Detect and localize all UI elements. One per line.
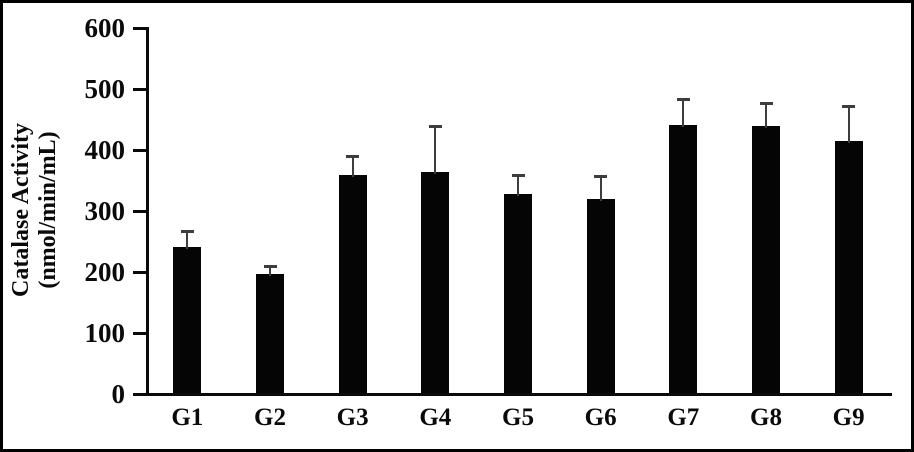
error-bar-stem-G7 (682, 98, 685, 127)
bar-G6 (586, 199, 615, 393)
y-tick-label-100: 100 (84, 318, 126, 348)
y-tick-mark-600 (133, 27, 146, 30)
x-category-label-G9: G9 (832, 404, 865, 431)
error-bar-stem-G6 (599, 175, 602, 201)
y-tick-label-400: 400 (84, 135, 126, 165)
bar-G3 (338, 175, 367, 393)
error-bar-stem-G1 (186, 231, 189, 249)
bar-G1 (173, 246, 202, 393)
y-tick-mark-0 (133, 393, 146, 396)
x-category-label-G5: G5 (502, 404, 534, 431)
y-tick-mark-200 (133, 271, 146, 274)
error-bar-cap-G7 (676, 97, 690, 101)
x-axis-line (146, 393, 892, 396)
error-bar-cap-G3 (346, 154, 360, 158)
error-bar-stem-G5 (517, 175, 519, 196)
y-axis-title-line2: (nmol/min/mL) (35, 131, 61, 289)
error-bar-cap-G8 (759, 101, 773, 105)
y-tick-mark-400 (133, 149, 146, 152)
x-category-label-G2: G2 (254, 404, 286, 431)
y-tick-mark-300 (133, 210, 146, 213)
y-axis-line (146, 27, 149, 396)
y-tick-label-500: 500 (84, 74, 126, 104)
error-bar-stem-G2 (269, 266, 271, 277)
error-bar-stem-G8 (765, 102, 767, 128)
error-bar-stem-G9 (847, 106, 850, 144)
bar-G4 (421, 171, 450, 393)
error-bar-cap-G9 (842, 105, 856, 109)
y-axis-title-line1: Catalase Activity (8, 123, 34, 297)
x-category-label-G6: G6 (584, 404, 617, 431)
x-category-label-G1: G1 (171, 404, 204, 431)
error-bar-cap-G4 (428, 125, 442, 129)
bar-G8 (752, 125, 780, 393)
error-bar-cap-G6 (594, 174, 608, 178)
bar-G5 (504, 193, 532, 393)
error-bar-cap-G5 (511, 174, 525, 178)
bar-G2 (256, 274, 284, 393)
error-bar-stem-G3 (351, 155, 354, 178)
x-category-label-G8: G8 (750, 404, 782, 431)
y-tick-mark-500 (133, 88, 146, 91)
y-tick-label-200: 200 (84, 257, 126, 287)
y-tick-label-0: 0 (111, 379, 126, 409)
y-tick-label-300: 300 (84, 196, 126, 226)
y-tick-label-600: 600 (84, 13, 126, 43)
error-bar-cap-G2 (263, 265, 277, 269)
x-category-label-G4: G4 (419, 404, 452, 431)
x-category-label-G7: G7 (667, 404, 700, 431)
y-tick-mark-100 (133, 332, 146, 335)
y-axis-title: Catalase Activity (nmol/min/mL) (8, 27, 64, 393)
error-bar-cap-G1 (180, 230, 194, 234)
bar-G7 (669, 124, 698, 393)
error-bar-stem-G4 (434, 126, 437, 174)
bar-G9 (834, 141, 863, 393)
x-category-label-G3: G3 (336, 404, 369, 431)
